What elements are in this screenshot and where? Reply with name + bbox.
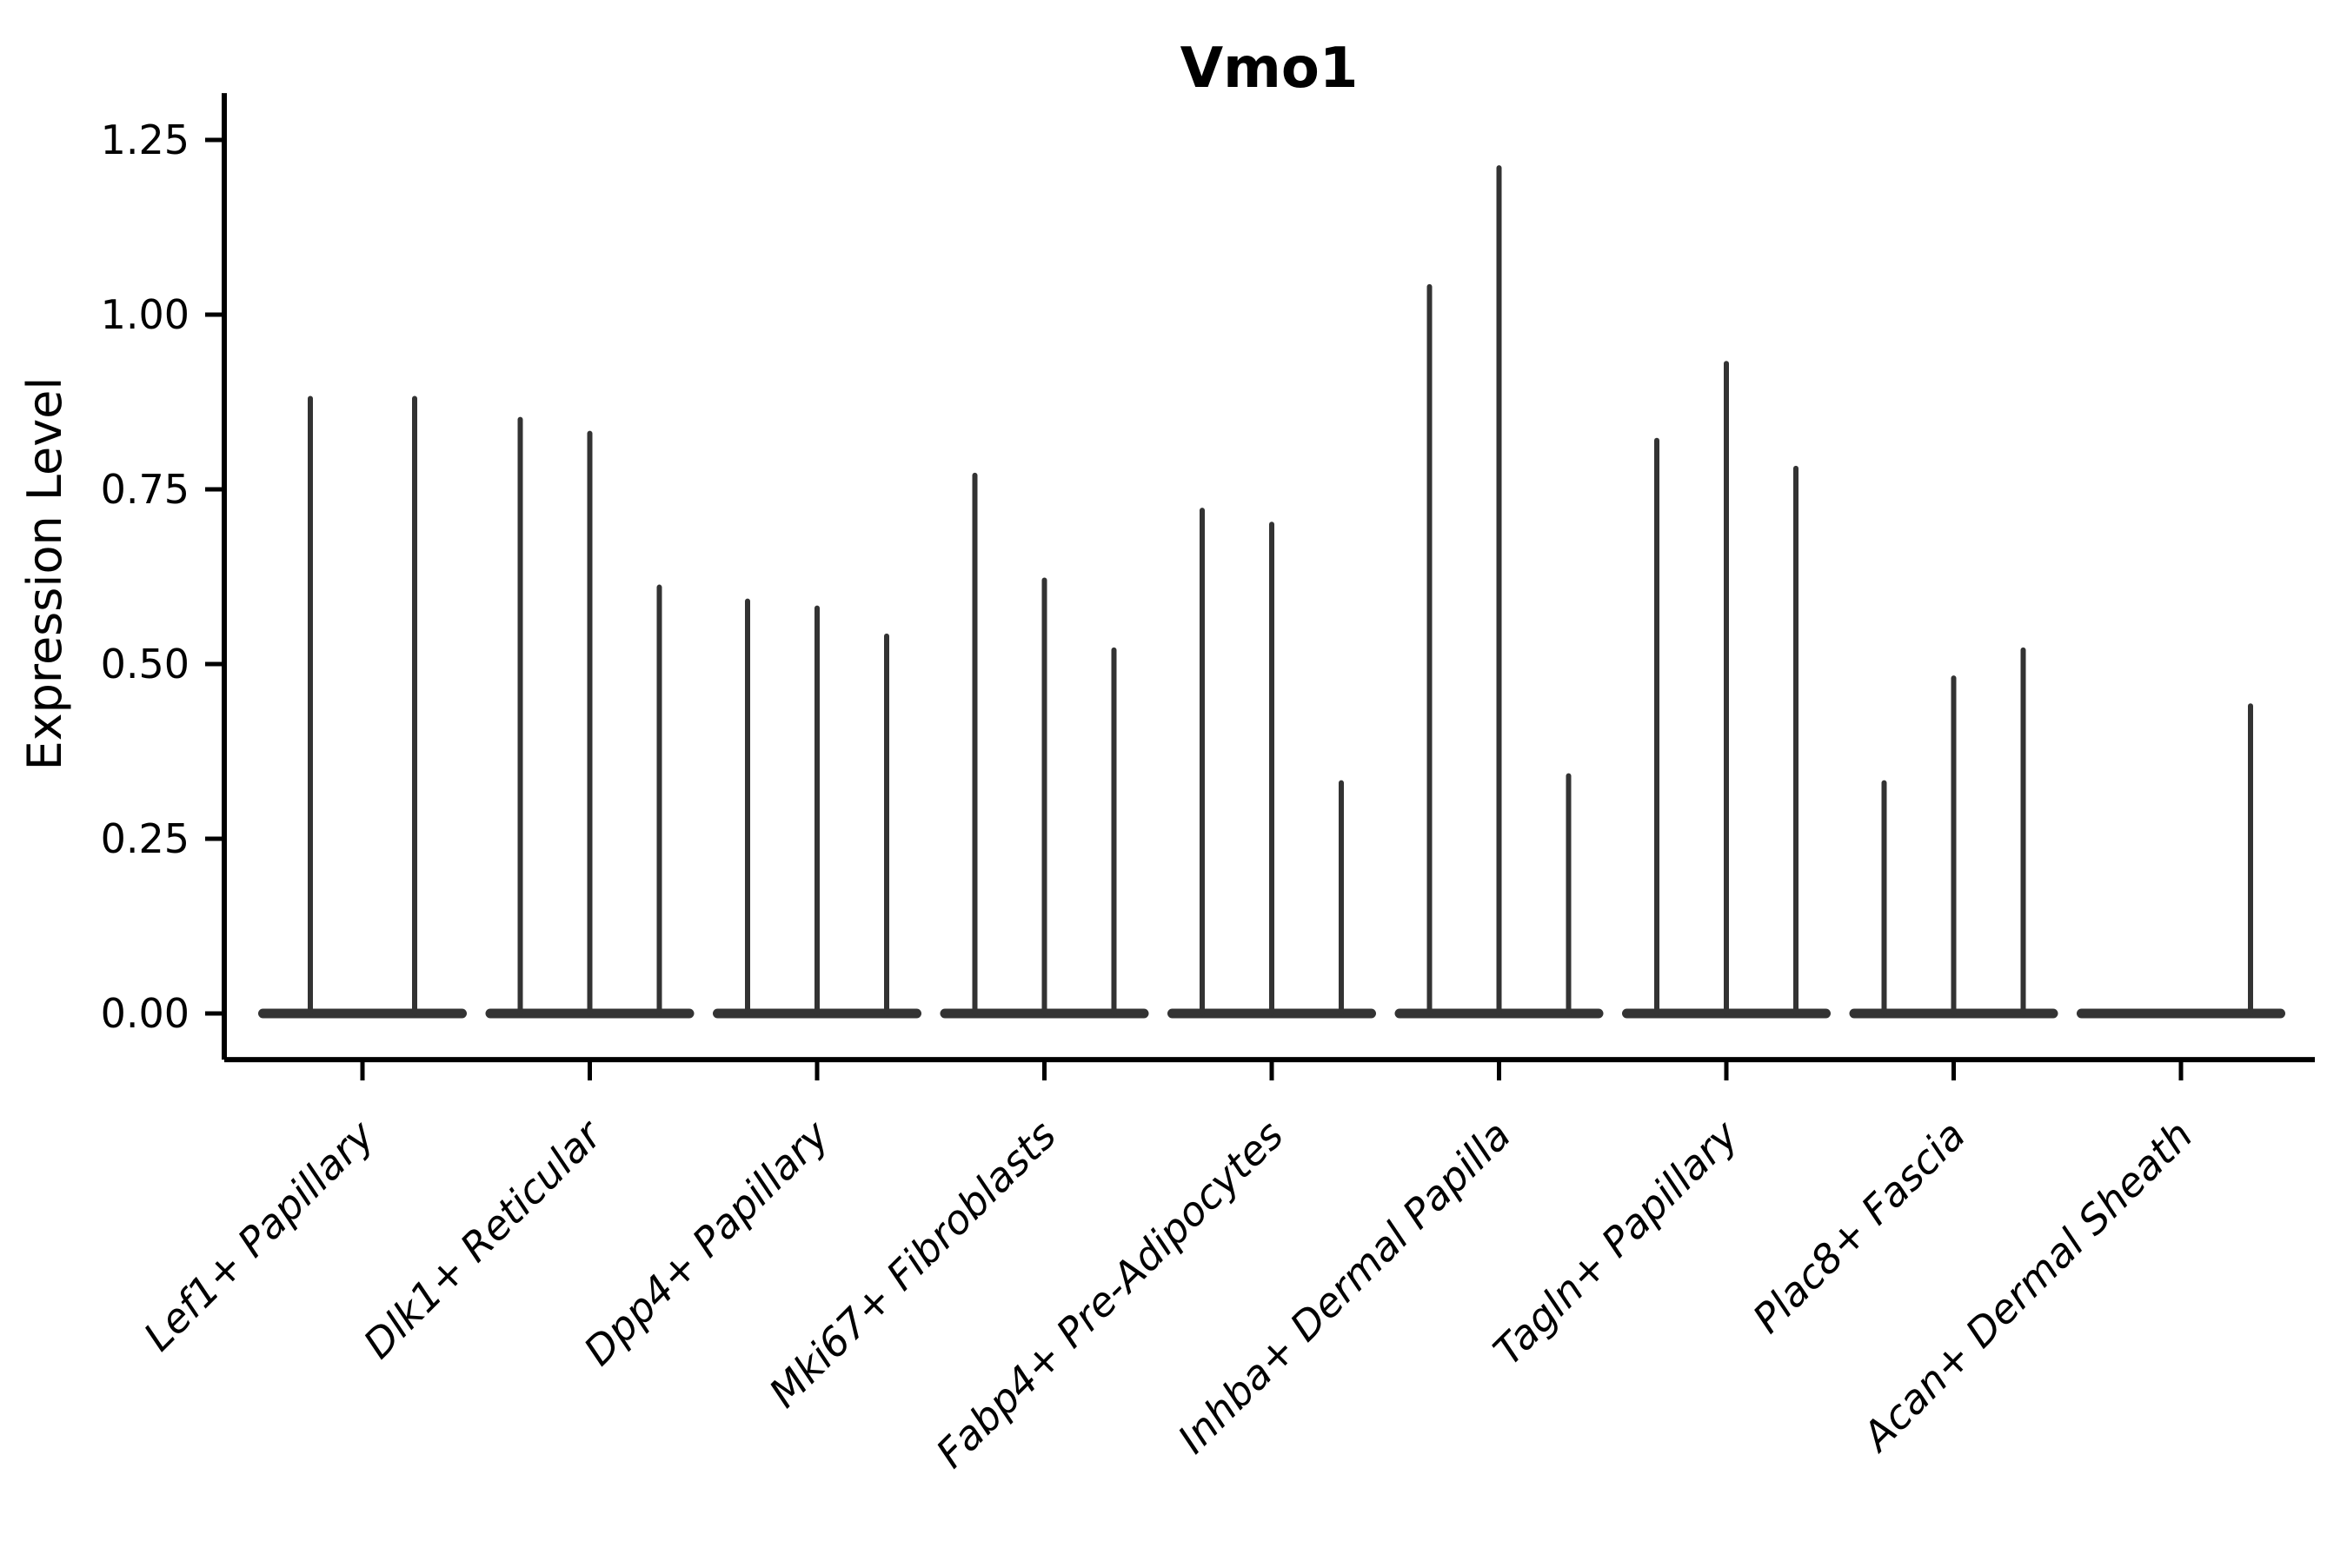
x-tick-label: Dlk1+ Reticular	[355, 1109, 613, 1367]
y-tick-label: 0.75	[101, 466, 189, 513]
y-tick-label: 0.00	[101, 990, 189, 1037]
x-tick-label: Lef1+ Papillary	[135, 1111, 383, 1359]
y-tick-label: 0.25	[101, 815, 189, 862]
violin-body	[258, 1008, 467, 1019]
y-tick-label: 1.00	[101, 291, 189, 338]
y-axis-ticks: 0.00 0.25 0.50 0.75 1.00 1.25	[101, 116, 224, 1037]
violins	[258, 165, 2285, 1019]
violin-body	[2077, 1008, 2285, 1019]
y-tick-label: 0.50	[101, 641, 189, 688]
x-tick-label: Dpp4+ Papillary	[575, 1111, 838, 1374]
y-axis-label: Expression Level	[17, 377, 72, 771]
x-tick-label: Tagln+ Papillary	[1484, 1111, 1747, 1374]
chart-title: Vmo1	[1180, 37, 1359, 101]
y-tick-label: 1.25	[101, 116, 189, 163]
x-tick-label: Plac8+ Fascia	[1744, 1112, 1974, 1342]
